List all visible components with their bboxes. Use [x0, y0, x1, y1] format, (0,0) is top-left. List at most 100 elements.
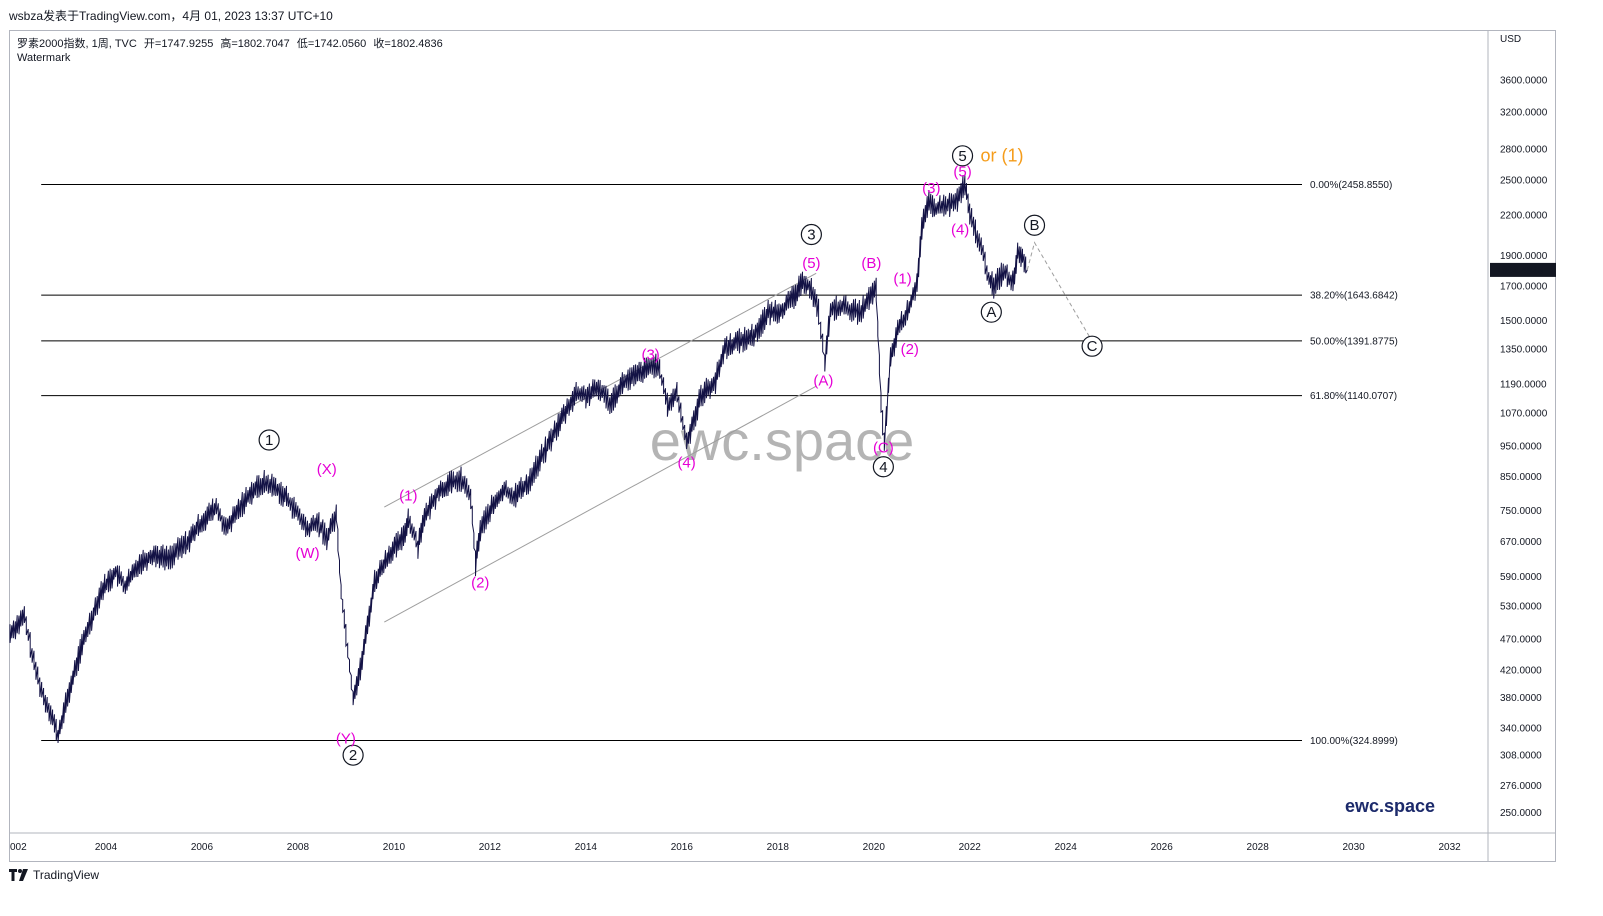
- open-value: 开=1747.9255: [143, 38, 214, 50]
- y-tick-label: 1500.0000: [1500, 316, 1548, 327]
- x-tick-label: 2014: [575, 842, 598, 853]
- wave-minor-label: (A): [813, 373, 833, 390]
- x-tick-label: 2008: [287, 842, 310, 853]
- wave-primary-label: C: [1087, 338, 1098, 355]
- wave-minor-label: (X): [317, 461, 337, 478]
- x-tick-label: 2030: [1343, 842, 1366, 853]
- x-tick-label: 2018: [767, 842, 790, 853]
- x-tick-label: 2028: [1247, 842, 1270, 853]
- y-tick-label: 2500.0000: [1500, 175, 1548, 186]
- low-value: 低=1742.0560: [296, 38, 367, 50]
- chart-frame: [9, 30, 1556, 862]
- wave-minor-label: (W): [295, 545, 319, 562]
- wave-circle: [342, 744, 364, 766]
- wave-circle: [1081, 335, 1103, 357]
- last-price-tag: [1490, 262, 1556, 277]
- wave-minor-label: (3): [641, 346, 659, 363]
- tradingview-logo-icon: [9, 869, 28, 881]
- y-tick-label: 1900.0000: [1500, 251, 1548, 262]
- corner-brand: ewc.space: [1345, 796, 1435, 816]
- price-line: [9, 175, 1028, 744]
- publish-credit: wsbza发表于TradingView.com，4月 01, 2023 13:3…: [9, 9, 333, 23]
- fib-level-label: 100.00%(324.8999): [1310, 736, 1398, 747]
- wave-labels: 1 2 3 4 5 A B C (X) (W) (Y) (1) (2) (3) (4) (5) (A) (B) (C…: [258, 145, 1103, 766]
- wave-minor-label: (5): [802, 255, 820, 272]
- wave-minor-label: (5): [953, 163, 971, 180]
- x-tick-label: 2010: [383, 842, 406, 853]
- currency-label: USD: [1500, 34, 1521, 45]
- x-tick-label: 2004: [95, 842, 118, 853]
- wave-primary-label: 5: [958, 148, 966, 165]
- wave-primary-label: 2: [349, 747, 357, 764]
- y-tick-label: 340.0000: [1500, 724, 1542, 735]
- y-tick-label: 3200.0000: [1500, 108, 1548, 119]
- y-tick-label: 1190.0000: [1500, 379, 1547, 390]
- y-tick-label: 380.0000: [1500, 693, 1542, 704]
- channel-lower-line: [384, 385, 817, 623]
- footer-brand-text: TradingView: [33, 868, 100, 882]
- wave-minor-label: (Y): [336, 731, 356, 748]
- symbol-legend: 罗素2000指数, 1周, TVC 开=1747.9255 高=1802.704…: [17, 35, 447, 51]
- wave-minor-label: (1): [399, 487, 417, 504]
- high-value: 高=1802.7047: [220, 38, 290, 50]
- wave-circle: [258, 429, 280, 451]
- watermark-label: Watermark: [17, 52, 71, 64]
- wave-circle: [951, 145, 974, 167]
- fib-level-label: 61.80%(1140.0707): [1310, 391, 1397, 402]
- wave-primary-label: A: [986, 304, 996, 321]
- time-axis: 002 2004 2006 2008 2010 2012 2014 2016 2018 2020 2…: [10, 832, 1555, 853]
- x-tick-label: 2016: [671, 842, 694, 853]
- footer-brand[interactable]: TradingView: [9, 868, 99, 882]
- wave-circle: [800, 223, 822, 246]
- wave-primary-label: 3: [807, 226, 815, 243]
- wave-minor-label: (3): [922, 180, 940, 197]
- projection-line: [1026, 241, 1093, 342]
- x-tick-label: 2024: [1055, 842, 1078, 853]
- y-tick-label: 470.0000: [1500, 635, 1542, 646]
- x-tick-label: 2006: [191, 842, 214, 853]
- fib-level-label: 50.00%(1391.8775): [1310, 336, 1398, 347]
- wave-minor-label: (1): [893, 270, 911, 287]
- y-tick-label: 1700.0000: [1500, 281, 1548, 292]
- y-tick-label: 420.0000: [1500, 665, 1542, 676]
- y-tick-label: 250.0000: [1500, 808, 1542, 819]
- y-tick-label: 308.0000: [1500, 751, 1542, 762]
- wave-minor-label: (C): [873, 440, 894, 457]
- y-tick-label: 950.0000: [1500, 441, 1542, 452]
- x-tick-label: 2020: [863, 842, 886, 853]
- x-tick-label: 2012: [479, 842, 502, 853]
- y-tick-label: 276.0000: [1500, 781, 1542, 792]
- wave-primary-label: 1: [265, 432, 273, 449]
- y-tick-label: 530.0000: [1500, 602, 1542, 613]
- y-tick-label: 850.0000: [1500, 472, 1542, 483]
- wave-minor-label: (2): [471, 575, 489, 592]
- wave-circle: [872, 456, 894, 478]
- close-value: 收=1802.4836: [373, 38, 443, 50]
- price-series: [9, 175, 1028, 744]
- x-tick-label: 2032: [1438, 842, 1461, 853]
- wave-minor-label: (2): [901, 341, 919, 358]
- y-tick-label: 1070.0000: [1500, 409, 1548, 420]
- fib-level-label: 38.20%(1643.6842): [1310, 291, 1398, 302]
- wave-minor-label: (4): [677, 455, 695, 472]
- y-tick-label: 1350.0000: [1500, 345, 1548, 356]
- alt-wave-label: or (1): [981, 146, 1024, 166]
- wave-circle: [980, 301, 1002, 323]
- x-tick-label: 002: [10, 842, 27, 853]
- y-tick-label: 670.0000: [1500, 537, 1542, 548]
- wave-minor-label: (B): [861, 255, 881, 272]
- wave-primary-label: B: [1030, 217, 1040, 234]
- last-price-label: 1802.4836: [1496, 265, 1544, 276]
- wave-primary-label: 4: [879, 459, 887, 476]
- y-tick-label: 2800.0000: [1500, 144, 1548, 155]
- x-tick-label: 2022: [959, 842, 982, 853]
- symbol-name[interactable]: 罗素2000指数, 1周, TVC: [17, 38, 137, 50]
- projection-path: [1026, 241, 1093, 342]
- wave-minor-label: (4): [951, 221, 969, 238]
- y-tick-label: 3600.0000: [1500, 75, 1548, 86]
- price-axis: USD 3600.0000 3200.0000 2800.0000 2500.0000 2…: [1487, 31, 1556, 861]
- y-tick-label: 2200.0000: [1500, 211, 1548, 222]
- x-tick-label: 2026: [1151, 842, 1174, 853]
